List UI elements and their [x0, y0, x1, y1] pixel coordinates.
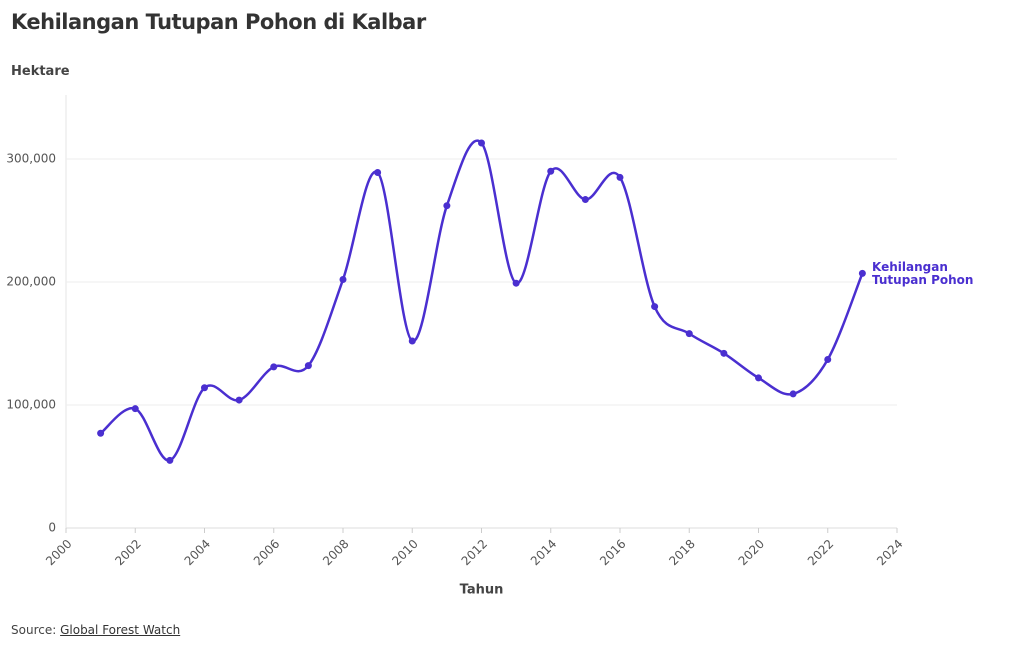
x-axis-label: Tahun	[460, 583, 504, 598]
x-tick-label: 2022	[805, 537, 836, 568]
point	[755, 374, 762, 382]
point	[512, 279, 520, 287]
point	[720, 349, 728, 357]
line	[99, 139, 864, 462]
point	[478, 139, 485, 147]
point	[201, 384, 208, 392]
point	[651, 303, 659, 311]
x-tick-label: 2012	[459, 537, 490, 568]
x-tick-label: 2000	[43, 537, 74, 568]
point	[339, 276, 347, 284]
point	[547, 167, 555, 175]
x-tick-label: 2016	[597, 537, 628, 568]
point	[270, 363, 278, 371]
point	[166, 456, 174, 464]
point	[685, 330, 693, 338]
point	[131, 405, 139, 413]
point	[235, 396, 243, 404]
point	[616, 173, 624, 181]
x-tick-label: 2008	[320, 537, 351, 568]
y-tick-label: 200,000	[6, 274, 56, 288]
source: Source: Global Forest Watch	[11, 623, 180, 637]
source-label: Source:	[11, 623, 57, 637]
point	[374, 168, 382, 176]
x-tick-label: 2006	[251, 537, 282, 568]
x-tick-label: 2002	[112, 537, 143, 568]
chart-title: Kehilangan Tutupan Pohon di Kalbar	[11, 10, 426, 34]
point	[408, 337, 416, 345]
y-tick-label: 300,000	[6, 151, 56, 165]
x-tick-label: 2024	[874, 537, 905, 568]
point	[789, 390, 797, 398]
x-tick-label: 2004	[182, 537, 213, 568]
point	[581, 196, 589, 204]
point	[304, 362, 312, 370]
point	[858, 269, 866, 277]
y-tick-label: 0	[48, 521, 56, 535]
point	[443, 202, 451, 210]
series-label: Kehilangan Tutupan Pohon	[872, 260, 974, 287]
x-tick-label: 2014	[528, 537, 559, 568]
y-tick-label: 100,000	[6, 397, 56, 411]
x-tick-label: 2010	[389, 537, 420, 568]
x-tick-label: 2018	[666, 537, 697, 568]
x-tick-label: 2020	[736, 537, 767, 568]
source-link[interactable]: Global Forest Watch	[60, 623, 181, 637]
point	[97, 429, 105, 437]
point	[824, 355, 832, 363]
y-axis-label: Hektare	[11, 64, 70, 79]
